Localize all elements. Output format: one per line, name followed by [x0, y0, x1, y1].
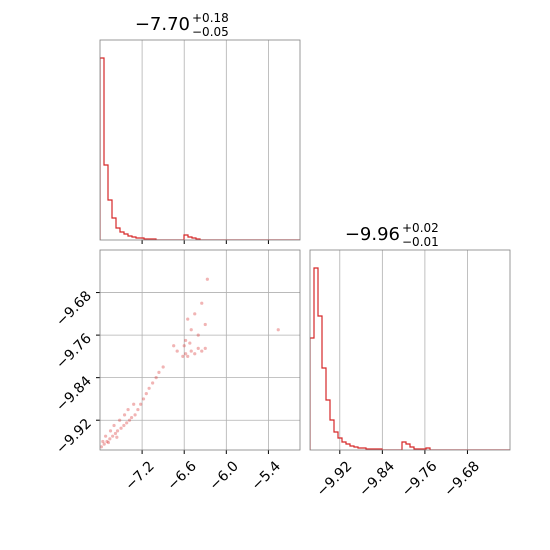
- scatter-point: [115, 435, 119, 439]
- x-tick-label: −6.6: [164, 458, 199, 493]
- scatter-point: [200, 349, 204, 353]
- scatter-point: [196, 333, 200, 337]
- scatter-point: [108, 437, 112, 441]
- scatter-point: [161, 365, 165, 369]
- scatter-point: [193, 352, 197, 356]
- scatter-point: [172, 344, 176, 348]
- hist-outline: [100, 57, 300, 240]
- scatter-point: [200, 301, 204, 305]
- x-tick-label: −7.2: [122, 458, 157, 493]
- scatter-point: [154, 376, 158, 380]
- scatter-point: [196, 346, 200, 351]
- x-tick-label: −5.4: [249, 458, 284, 493]
- scatter-point: [193, 312, 197, 316]
- scatter-point: [111, 434, 115, 438]
- scatter-point: [186, 354, 190, 358]
- title-upper: +0.18: [192, 11, 229, 25]
- scatter-point: [100, 445, 104, 449]
- x-tick-label: −9.76: [399, 458, 441, 500]
- scatter-point: [141, 397, 146, 401]
- scatter-point: [189, 349, 193, 353]
- scatter-point: [151, 381, 155, 385]
- x-tick-label: −9.68: [441, 458, 483, 500]
- axes-frame: [99, 39, 301, 241]
- scatter-point: [181, 354, 185, 358]
- y-tick-label: −9.84: [53, 373, 95, 415]
- scatter-point: [115, 429, 120, 433]
- axes-frame: [99, 249, 301, 451]
- scatter-point: [203, 322, 207, 327]
- panel-title: −7.70: [135, 14, 190, 35]
- scatter-point: [203, 346, 207, 351]
- scatter-point: [104, 434, 108, 438]
- y-tick-label: −9.92: [53, 416, 95, 458]
- scatter-point: [188, 341, 192, 345]
- scatter-point: [276, 328, 280, 332]
- scatter-point: [129, 415, 134, 420]
- plot-area: [100, 57, 300, 240]
- scatter-point: [136, 407, 140, 412]
- scatter-point: [122, 413, 127, 417]
- scatter-point: [119, 426, 123, 430]
- scatter-point: [112, 423, 116, 428]
- panel-title: −9.96: [345, 224, 400, 245]
- scatter-point: [106, 440, 111, 445]
- scatter-point: [147, 386, 151, 390]
- scatter-point: [144, 392, 148, 396]
- scatter-point: [126, 407, 130, 412]
- scatter-point: [184, 338, 188, 343]
- scatter-point: [189, 328, 193, 332]
- scatter-point: [122, 423, 126, 428]
- axes-frame: [309, 249, 511, 451]
- scatter-point: [125, 421, 129, 425]
- scatter-point: [102, 442, 106, 446]
- title-lower: −0.01: [402, 235, 439, 249]
- scatter-point: [186, 317, 190, 321]
- scatter-point: [127, 418, 132, 422]
- scatter-point: [184, 352, 188, 356]
- y-tick-label: −9.76: [53, 331, 95, 373]
- scatter-point: [205, 277, 209, 281]
- scatter-point: [113, 431, 118, 436]
- plot-area: [100, 277, 280, 449]
- plot-area: [310, 267, 510, 450]
- scatter-point: [175, 349, 179, 353]
- y-tick-label: −9.68: [53, 288, 95, 330]
- scatter-point: [118, 418, 122, 422]
- scatter-point: [101, 439, 105, 444]
- hist-outline: [310, 267, 510, 450]
- title-lower: −0.05: [192, 25, 229, 39]
- x-tick-label: −6.0: [207, 458, 242, 493]
- scatter-point: [108, 429, 113, 433]
- scatter-point: [139, 402, 143, 406]
- title-upper: +0.02: [402, 221, 439, 235]
- x-tick-label: −9.92: [314, 458, 356, 500]
- scatter-point: [182, 344, 186, 348]
- scatter-point: [133, 413, 137, 417]
- scatter-point: [132, 402, 136, 406]
- scatter-point: [157, 370, 161, 374]
- x-tick-label: −9.84: [356, 458, 398, 500]
- scatter-point: [105, 439, 109, 444]
